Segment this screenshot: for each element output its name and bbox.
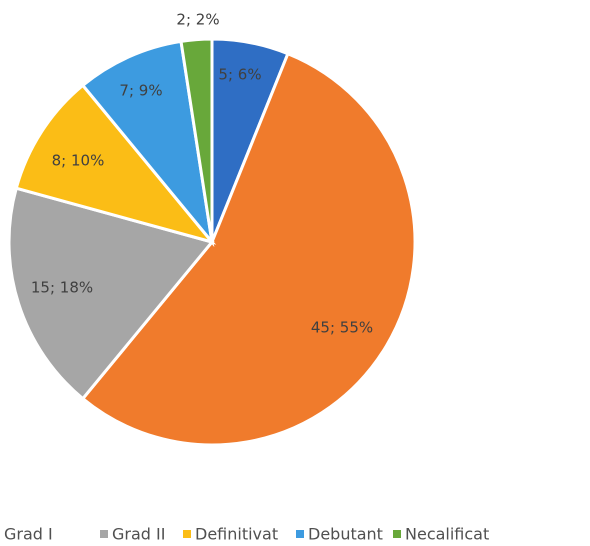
legend-label: Debutant xyxy=(308,525,383,544)
pie-slice xyxy=(80,39,215,248)
pie-slice xyxy=(14,83,217,245)
pie-slice xyxy=(7,186,215,401)
legend-marker xyxy=(296,530,304,538)
pie-slice xyxy=(80,51,417,447)
legend-marker xyxy=(183,530,191,538)
legend-label: Necalificat xyxy=(405,525,489,544)
pie-slice xyxy=(179,37,214,243)
data-label: 2; 2% xyxy=(176,11,219,29)
legend-label: Grad II xyxy=(112,525,165,544)
legend-marker xyxy=(393,530,401,538)
data-label: 45; 55% xyxy=(311,319,373,337)
data-label: 5; 6% xyxy=(218,66,261,84)
data-label: 8; 10% xyxy=(52,152,105,170)
data-label: 7; 9% xyxy=(119,82,162,100)
legend-marker xyxy=(100,530,108,538)
legend-label: Definitivat xyxy=(195,525,278,544)
legend-label: Grad I xyxy=(4,525,53,544)
data-label: 15; 18% xyxy=(31,279,93,297)
